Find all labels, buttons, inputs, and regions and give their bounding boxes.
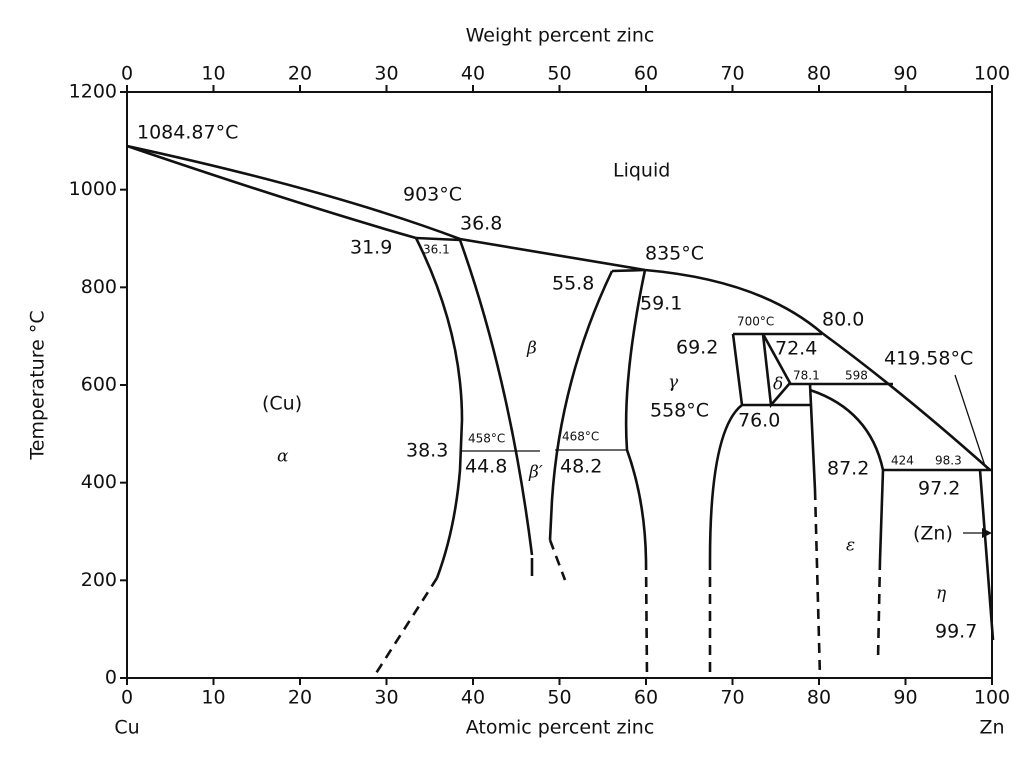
left-tick-label: 400 (81, 471, 117, 493)
bottom-tick-label: 30 (374, 687, 398, 709)
label: 59.1 (640, 293, 682, 315)
bottom-tick-label: 100 (974, 687, 1010, 709)
top-tick-label: 100 (974, 63, 1010, 85)
label: 76.0 (738, 410, 780, 432)
phase-label: α (277, 447, 289, 467)
label: 44.8 (465, 456, 507, 478)
label: 558°C (650, 400, 709, 422)
label: 458°C (468, 432, 505, 446)
phase-label: η (936, 584, 947, 604)
top-tick-label: 10 (201, 63, 225, 85)
right-end-label: Zn (979, 717, 1004, 739)
label: 69.2 (676, 337, 718, 359)
left-tick-label: 800 (81, 276, 117, 298)
label: 78.1 (793, 369, 820, 383)
bottom-tick-label: 90 (893, 687, 917, 709)
label: 424 (891, 454, 914, 468)
top-tick-label: 60 (634, 63, 658, 85)
label: 419.58°C (884, 348, 973, 370)
bottom-tick-label: 80 (807, 687, 831, 709)
left-end-label: Cu (114, 717, 139, 739)
top-tick-label: 40 (461, 63, 485, 85)
phase-label: δ (773, 375, 783, 395)
bottom-tick-label: 0 (121, 687, 133, 709)
label: 1084.87°C (137, 122, 238, 144)
label: 98.3 (935, 454, 962, 468)
label: 55.8 (552, 273, 594, 295)
bottom-tick-label: 20 (288, 687, 312, 709)
bottom-tick-label: 10 (201, 687, 225, 709)
label: 835°C (645, 243, 704, 265)
left-tick-label: 200 (81, 569, 117, 591)
top-tick-label: 50 (547, 63, 571, 85)
bottom-tick-label: 70 (720, 687, 744, 709)
bottom-tick-label: 50 (547, 687, 571, 709)
label: Liquid (613, 160, 670, 182)
label: 598 (845, 369, 868, 383)
top-tick-label: 80 (807, 63, 831, 85)
label: 38.3 (406, 440, 448, 462)
label: 903°C (403, 184, 462, 206)
label: 36.1 (423, 243, 450, 257)
label: (Cu) (262, 393, 302, 415)
top-tick-label: 20 (288, 63, 312, 85)
top-tick-label: 0 (121, 63, 133, 85)
left-tick-label: 0 (105, 667, 117, 689)
left-tick-label: 600 (81, 374, 117, 396)
top-tick-label: 30 (374, 63, 398, 85)
left-tick-label: 1200 (69, 81, 117, 103)
label: 700°C (737, 315, 774, 329)
label: 48.2 (560, 456, 602, 478)
label: 87.2 (827, 458, 869, 480)
left-axis-title: Temperature °C (27, 310, 49, 460)
label: 31.9 (350, 237, 392, 259)
label: 36.8 (460, 213, 502, 235)
phase-label: β (526, 339, 537, 359)
top-tick-label: 90 (893, 63, 917, 85)
label: 80.0 (822, 309, 864, 331)
bottom-tick-label: 40 (461, 687, 485, 709)
label: (Zn) (913, 523, 953, 545)
label: 99.7 (935, 621, 977, 643)
phase-boundaries (126, 144, 995, 679)
left-tick-label: 1000 (69, 178, 117, 200)
bottom-tick-label: 60 (634, 687, 658, 709)
labels: 1084.87°C Liquid 903°C 36.8 31.9 36.1 83… (137, 122, 977, 643)
phase-label: γ (668, 373, 679, 393)
label: 468°C (562, 430, 599, 444)
bottom-axis-title: Atomic percent zinc (466, 717, 655, 739)
phase-label: ε (846, 536, 855, 556)
top-tick-label: 70 (720, 63, 744, 85)
label: 72.4 (775, 338, 817, 360)
phase-label: β′ (528, 463, 543, 483)
label: 97.2 (918, 478, 960, 500)
top-axis-title: Weight percent zinc (466, 25, 655, 47)
